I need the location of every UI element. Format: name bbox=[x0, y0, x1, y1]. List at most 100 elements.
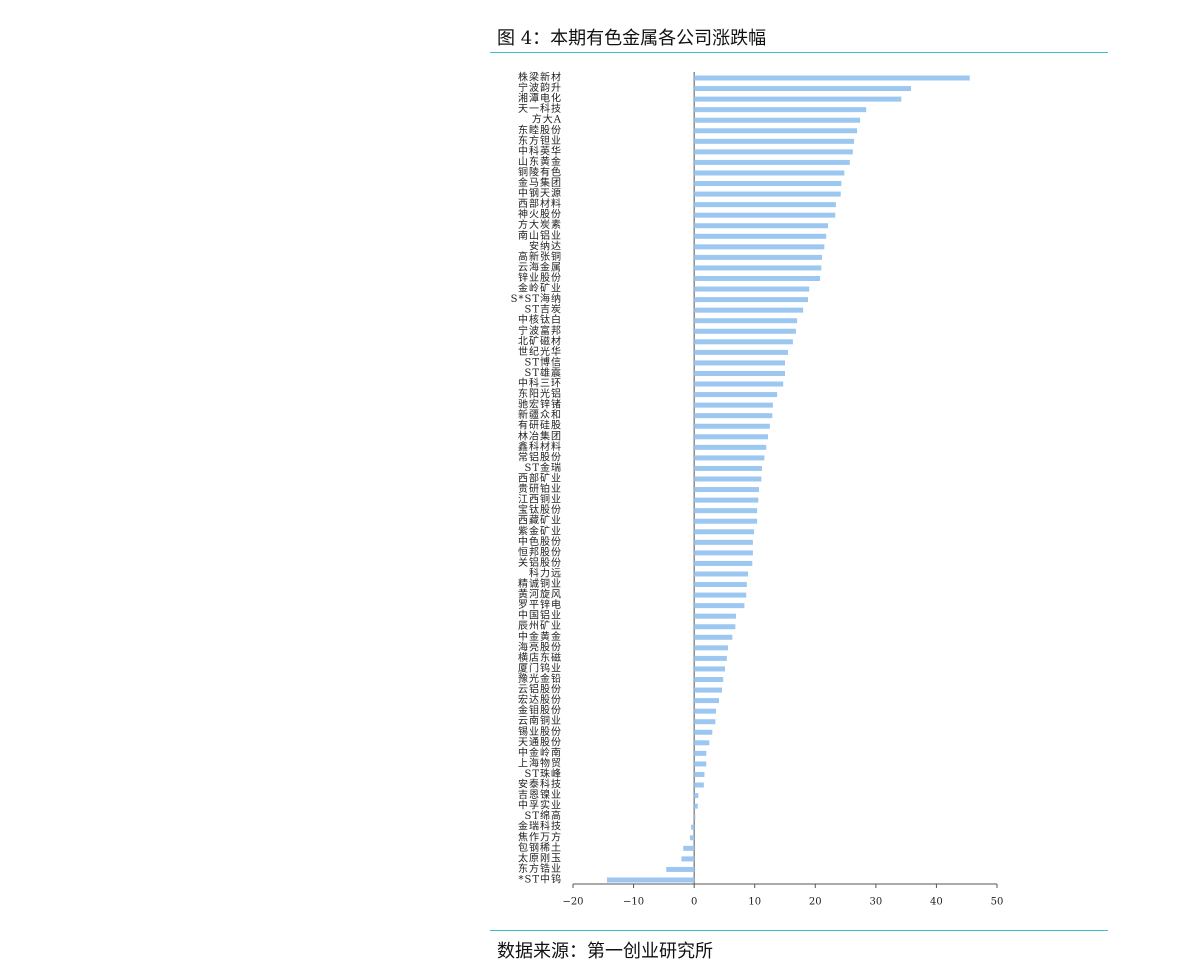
y-tick-label: 西部材料 bbox=[518, 197, 562, 210]
x-tick-label: 10 bbox=[748, 897, 761, 908]
bar bbox=[694, 128, 858, 134]
y-tick-label: 湘潭电化 bbox=[518, 92, 562, 105]
rule bbox=[490, 930, 1108, 931]
y-tick-label: 锌业股份 bbox=[518, 271, 562, 284]
y-tick-label: 精诚铜业 bbox=[518, 577, 562, 590]
bar bbox=[694, 328, 796, 334]
bar bbox=[694, 86, 911, 92]
y-tick-label: 山东黄金 bbox=[518, 155, 562, 168]
x-tick-label: 30 bbox=[869, 897, 882, 908]
y-tick-label: 方大炭素 bbox=[518, 218, 562, 231]
y-tick-label: 科力远 bbox=[529, 566, 562, 579]
bar bbox=[694, 138, 855, 144]
y-tick-label: 金瑞科技 bbox=[518, 820, 562, 833]
y-tick-label: 中核钛白 bbox=[518, 313, 562, 326]
bar bbox=[694, 582, 747, 588]
bar bbox=[694, 181, 842, 187]
bar bbox=[694, 455, 765, 461]
bar bbox=[694, 170, 845, 176]
bar bbox=[694, 508, 758, 514]
bar bbox=[666, 866, 695, 872]
y-tick-label: 贵研铂业 bbox=[518, 482, 562, 495]
y-tick-label: 鑫科材料 bbox=[518, 440, 562, 453]
bar bbox=[694, 117, 861, 123]
x-tick-label: 20 bbox=[809, 897, 822, 908]
y-tick-label: 金钼股份 bbox=[518, 704, 562, 717]
y-tick-label: 西藏矿业 bbox=[518, 514, 562, 527]
y-tick-label: S*ST海纳 bbox=[511, 292, 562, 305]
bar bbox=[694, 465, 762, 471]
bar bbox=[694, 550, 753, 556]
bar bbox=[694, 276, 821, 281]
y-tick-label: 新疆众和 bbox=[518, 408, 562, 421]
bar bbox=[694, 634, 733, 640]
y-tick-label: 云海金属 bbox=[518, 260, 562, 273]
bar bbox=[694, 107, 867, 113]
x-tick-label: 40 bbox=[930, 897, 943, 908]
bar bbox=[694, 666, 726, 672]
bar bbox=[694, 75, 970, 81]
bar bbox=[694, 360, 785, 366]
y-tick-label: 东睦股份 bbox=[518, 123, 562, 136]
bar bbox=[694, 381, 784, 387]
bar bbox=[694, 539, 753, 545]
bar bbox=[694, 159, 850, 165]
y-tick-label: 包钢稀土 bbox=[518, 841, 562, 854]
bar bbox=[606, 877, 695, 883]
bar bbox=[694, 571, 749, 577]
bar bbox=[694, 297, 809, 303]
y-tick-label: 方大A bbox=[532, 113, 562, 126]
y-tick-label: 高新张铜 bbox=[518, 250, 562, 263]
y-tick-label: 宏达股份 bbox=[518, 693, 562, 706]
bar bbox=[694, 708, 716, 714]
y-tick-label: 辰州矿业 bbox=[518, 619, 562, 632]
y-tick-label: *ST中钨 bbox=[518, 873, 562, 886]
y-tick-label: 铜陵有色 bbox=[518, 165, 562, 178]
y-tick-label: 中科英华 bbox=[518, 144, 562, 157]
bar bbox=[694, 750, 707, 756]
bar bbox=[694, 782, 704, 788]
bar bbox=[694, 339, 793, 345]
bar bbox=[694, 96, 902, 102]
y-tick-label: 东阳光铝 bbox=[518, 387, 562, 400]
y-tick-label: 吉恩镍业 bbox=[518, 788, 562, 801]
y-tick-label: 中科三环 bbox=[518, 377, 562, 390]
y-tick-label: 豫光金铅 bbox=[518, 672, 562, 685]
bar bbox=[691, 824, 695, 830]
y-tick-label: 中金黄金 bbox=[518, 630, 562, 643]
y-tick-label: 北矿磁材 bbox=[518, 334, 562, 347]
bar bbox=[694, 265, 822, 271]
y-tick-label: 中色股份 bbox=[518, 535, 562, 548]
x-tick-label: −20 bbox=[562, 897, 583, 908]
y-tick-label: 神火股份 bbox=[518, 208, 562, 221]
y-tick-label: 世纪光华 bbox=[518, 345, 562, 358]
bar bbox=[694, 149, 853, 155]
bar bbox=[694, 719, 716, 725]
y-tick-label: 恒邦股份 bbox=[518, 545, 562, 558]
y-tick-label: 南山铝业 bbox=[518, 229, 562, 242]
bar bbox=[694, 624, 736, 630]
bar bbox=[694, 349, 789, 355]
y-tick-label: 横店东磁 bbox=[518, 651, 562, 664]
y-tick-label: 中国铝业 bbox=[518, 609, 562, 622]
y-tick-label: 锡业股份 bbox=[518, 725, 562, 738]
bar bbox=[694, 592, 747, 598]
rule bbox=[490, 52, 1108, 53]
bar bbox=[694, 233, 827, 239]
bar bbox=[694, 212, 836, 218]
y-tick-label: 天通股份 bbox=[518, 736, 562, 748]
y-tick-label: 东方锆业 bbox=[518, 862, 562, 875]
y-tick-label: ST珠峰 bbox=[524, 767, 562, 780]
y-tick-label: 天一科技 bbox=[518, 102, 562, 115]
y-tick-label: ST雄震 bbox=[524, 366, 562, 379]
y-tick-label: 黄河旋风 bbox=[518, 588, 562, 601]
bar bbox=[694, 529, 755, 535]
bar bbox=[683, 845, 695, 851]
y-tick-label: 驰宏锌锗 bbox=[518, 398, 562, 411]
bar bbox=[694, 370, 785, 376]
y-tick-label: 安泰科技 bbox=[518, 778, 562, 791]
x-tick-label: 0 bbox=[691, 897, 697, 908]
y-tick-label: 太原刚玉 bbox=[518, 851, 562, 864]
bar bbox=[694, 518, 758, 524]
